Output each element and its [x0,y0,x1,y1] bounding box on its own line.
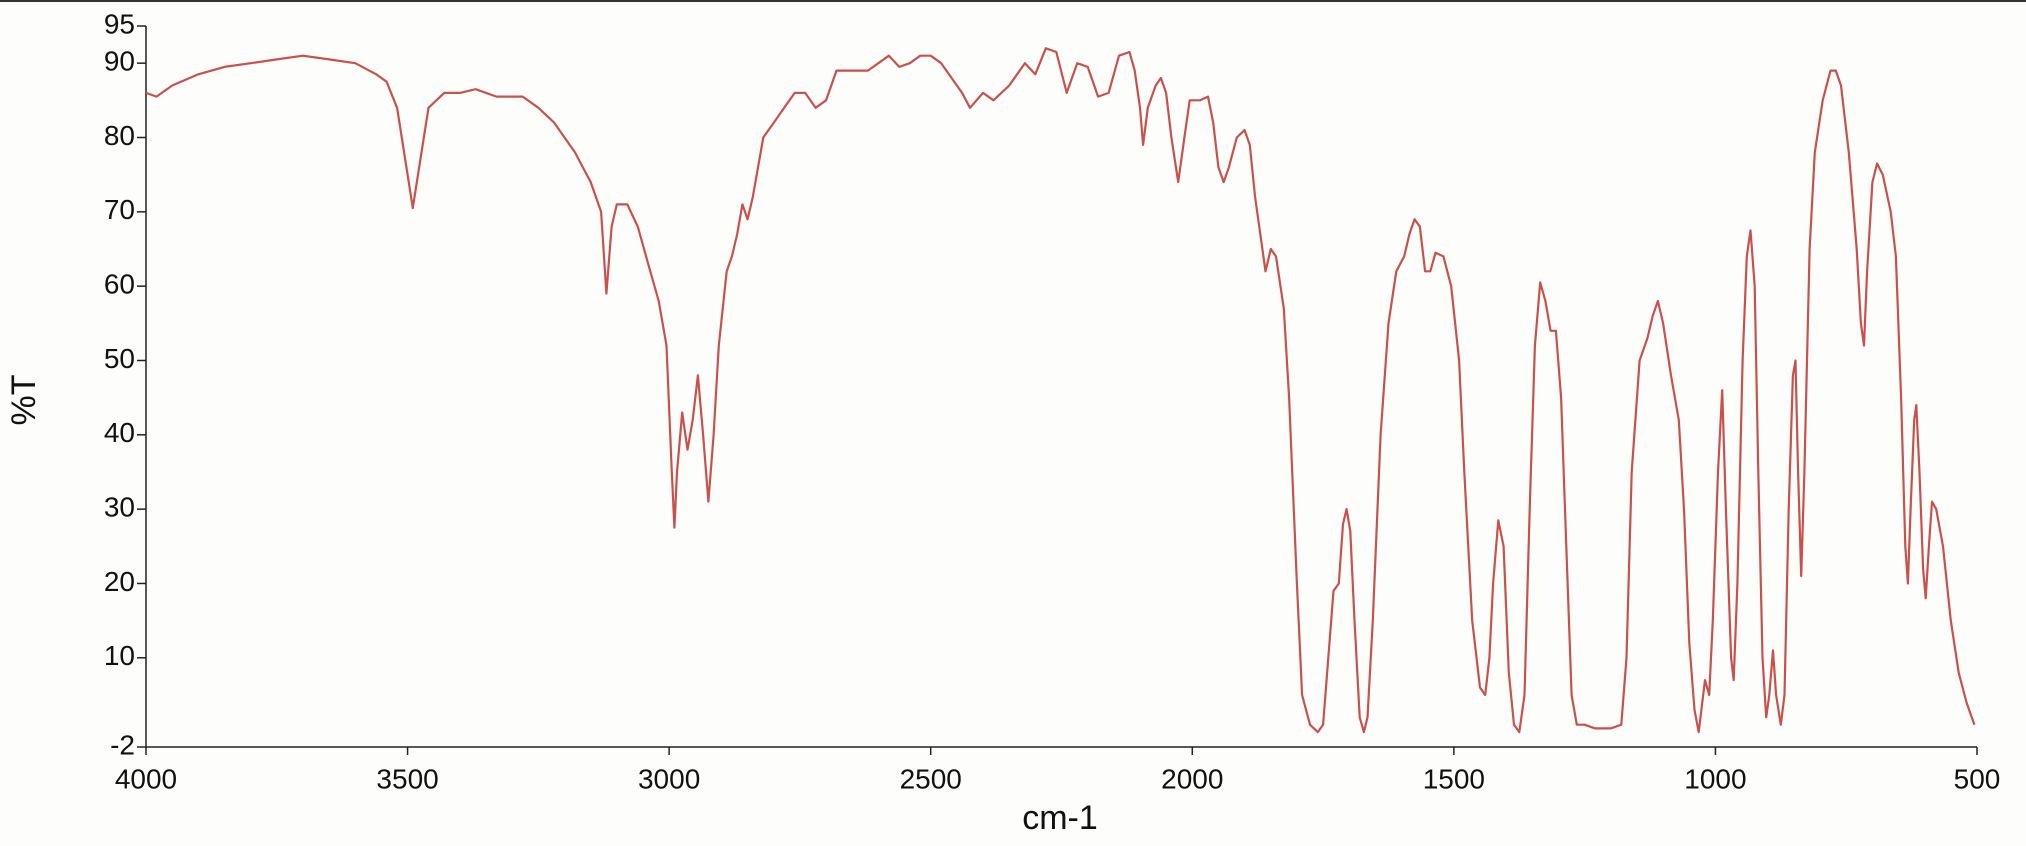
x-tick-label: 3500 [376,763,438,794]
y-tick-label: 30 [104,492,135,523]
y-axis-title: %T [5,375,43,426]
x-tick-label: 2000 [1161,763,1223,794]
y-tick-label: 95 [104,8,135,39]
y-tick-label: 80 [104,120,135,151]
x-tick-label: 2500 [900,763,962,794]
x-tick-label: 500 [1954,763,2001,794]
y-tick-label: 90 [104,46,135,77]
y-tick-label: 40 [104,417,135,448]
x-tick-label: 1500 [1423,763,1485,794]
y-tick-label: -2 [110,729,135,760]
x-tick-label: 3000 [638,763,700,794]
y-tick-label: 60 [104,269,135,300]
y-tick-label: 10 [104,640,135,671]
x-tick-label: 1000 [1684,763,1746,794]
y-tick-label: 20 [104,566,135,597]
y-tick-label: 50 [104,343,135,374]
x-tick-label: 4000 [115,763,177,794]
x-axis-title: cm-1 [1022,799,1098,837]
y-tick-label: 70 [104,194,135,225]
spectrum-line [145,47,1976,734]
